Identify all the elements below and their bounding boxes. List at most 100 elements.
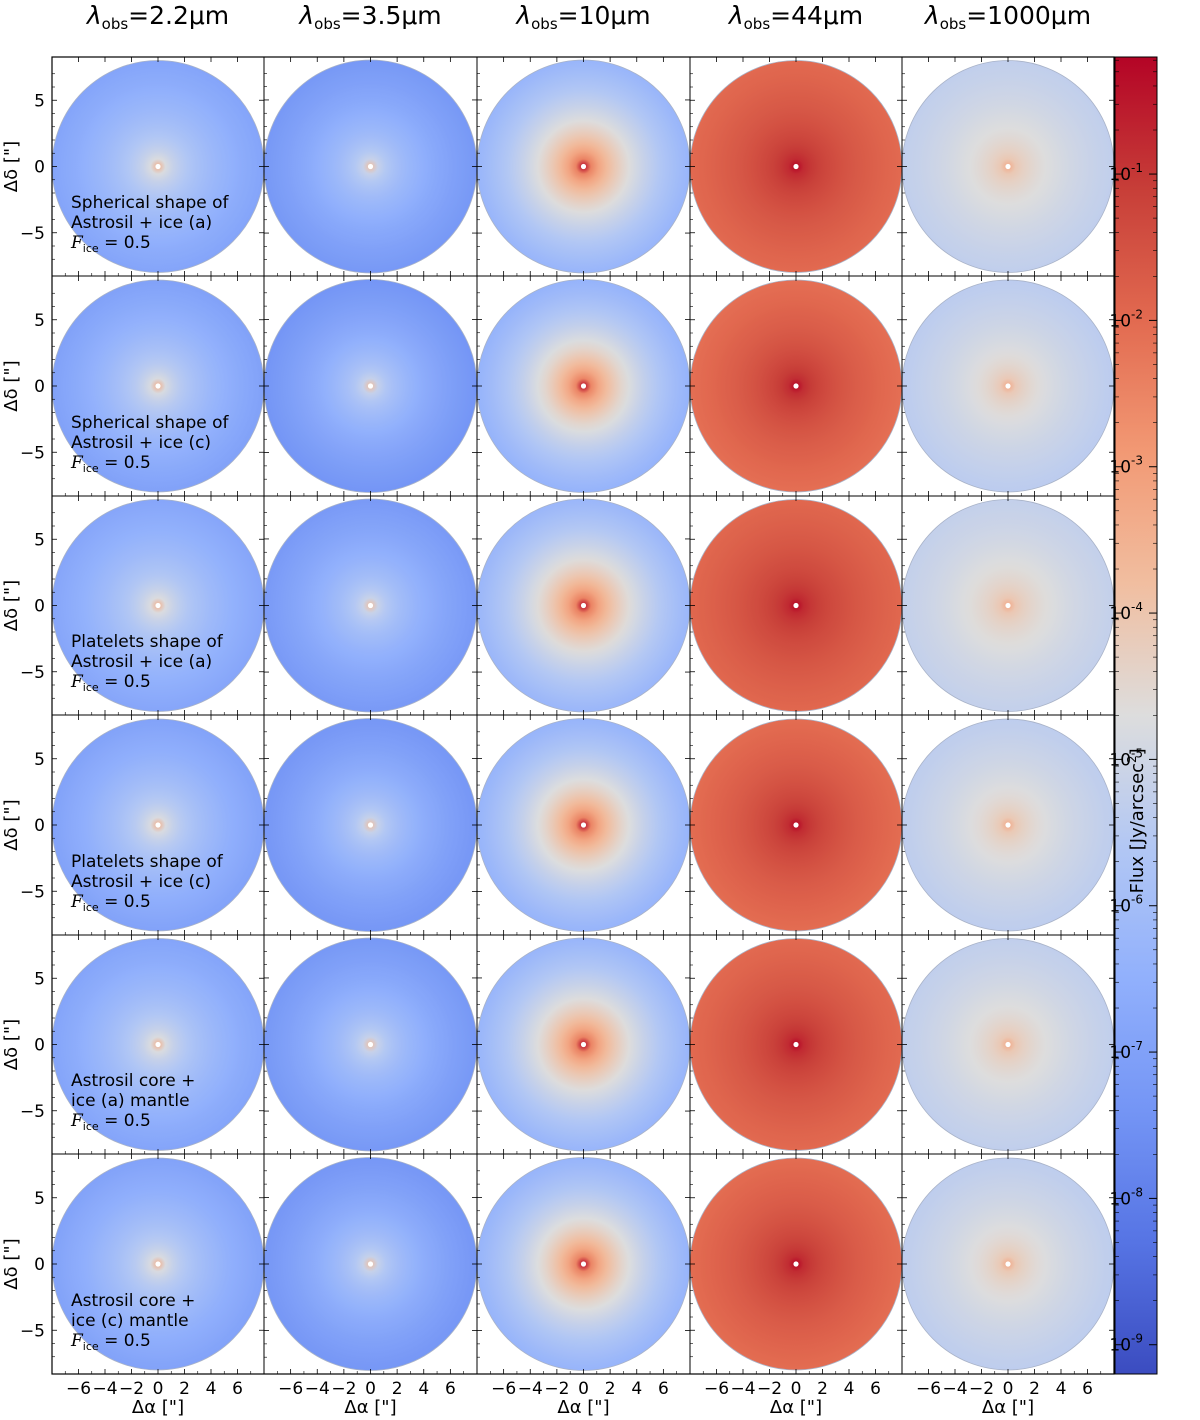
x-tick-label: −2 <box>331 1379 356 1399</box>
colorbar-tick-label: 10-7 <box>1109 1039 1143 1063</box>
x-axis-title: Δα ["] <box>344 1397 396 1418</box>
y-tick-label: −5 <box>20 224 45 244</box>
panel-ticks <box>52 57 264 276</box>
flux-map-panel <box>689 275 903 497</box>
flux-map-panel <box>476 275 691 497</box>
panel-annotation-line: Astrosil + ice (c) <box>71 433 211 453</box>
panel-ticks <box>902 935 1114 1154</box>
colorbar-tick-label: 10-4 <box>1109 600 1143 624</box>
colorbar-tick-label: 10-8 <box>1109 1185 1143 1209</box>
y-axis-title: Δδ ["] <box>1 360 22 411</box>
flux-map-panel <box>901 714 1115 936</box>
panel-annotation-line: Spherical shape of <box>71 193 230 213</box>
panel-annotation-line: Astrosil + ice (a) <box>71 652 212 672</box>
flux-map-panel <box>901 275 1115 497</box>
central-star-marker <box>367 822 374 828</box>
colorbar-tick-label: 10-1 <box>1109 161 1143 185</box>
column-titles: λobs=2.2μm λobs=3.5μm λobs=10μm λobs=44μm λo… <box>85 1 1091 33</box>
central-star-marker <box>793 163 799 170</box>
x-axis-title: Δα ["] <box>770 1397 822 1418</box>
x-tick-label: −2 <box>969 1379 994 1399</box>
x-tick-label: 6 <box>445 1379 456 1399</box>
x-axis-title: Δα ["] <box>982 1397 1034 1418</box>
column-title: λobs=44μm <box>727 1 863 33</box>
y-tick-label: −5 <box>20 443 45 463</box>
x-tick-label: 4 <box>206 1379 217 1399</box>
x-tick-label: 2 <box>605 1379 616 1399</box>
flux-map-panel <box>476 934 691 1155</box>
flux-map-panel <box>689 714 903 936</box>
panel-ticks <box>477 57 690 276</box>
x-tick-label: −2 <box>757 1379 782 1399</box>
panel-annotation-line: Astrosil + ice (a) <box>71 213 212 233</box>
x-tick-label: 4 <box>631 1379 642 1399</box>
flux-map-panel <box>263 934 478 1155</box>
x-tick-label: 4 <box>844 1379 855 1399</box>
y-tick-label: 5 <box>34 750 45 770</box>
central-star-marker <box>580 1041 587 1048</box>
central-star-marker <box>1005 822 1011 828</box>
x-tick-label: 0 <box>791 1379 802 1399</box>
y-tick-label: −5 <box>20 1102 45 1122</box>
x-axis-title: Δα ["] <box>557 1397 609 1418</box>
y-tick-label: 5 <box>34 311 45 331</box>
y-axis-title: Δδ ["] <box>1 580 22 631</box>
y-axis-title: Δδ ["] <box>1 141 22 192</box>
x-tick-label: 6 <box>1082 1379 1093 1399</box>
x-tick-label: 6 <box>232 1379 243 1399</box>
flux-map-panel <box>476 56 691 277</box>
x-tick-label: 6 <box>870 1379 881 1399</box>
x-tick-label: −4 <box>305 1379 330 1399</box>
central-star-marker <box>367 163 374 170</box>
y-tick-label: 5 <box>34 530 45 550</box>
fice-label: Fice = 0.5 <box>70 233 151 255</box>
central-star-marker <box>155 1041 161 1048</box>
panel-ticks <box>477 276 690 496</box>
central-star-marker <box>793 602 799 609</box>
flux-map-panel <box>263 714 478 936</box>
flux-map-panel <box>901 56 1115 277</box>
column-title: λobs=3.5μm <box>297 1 441 33</box>
panel-annotation-line: Astrosil core + <box>71 1071 195 1091</box>
panel-ticks <box>264 496 477 715</box>
fice-label: Fice = 0.5 <box>70 1111 151 1133</box>
central-star-marker <box>793 822 799 828</box>
x-tick-label: −2 <box>119 1379 144 1399</box>
y-tick-label: 0 <box>34 816 45 836</box>
panel-annotation-line: Platelets shape of <box>71 632 224 652</box>
panel-annotation-line: Spherical shape of <box>71 413 230 433</box>
flux-map-panel <box>263 495 478 716</box>
y-tick-label: 5 <box>34 969 45 989</box>
y-axis-title: Δδ ["] <box>1 799 22 850</box>
flux-map-panel <box>901 1153 1115 1375</box>
x-tick-label: 0 <box>153 1379 164 1399</box>
x-tick-label: 0 <box>578 1379 589 1399</box>
flux-map-panel <box>476 495 691 716</box>
panel-annotation-line: ice (a) mantle <box>71 1091 190 1111</box>
central-star-marker <box>367 383 374 389</box>
x-tick-label: 6 <box>658 1379 669 1399</box>
panel-ticks <box>690 935 902 1154</box>
y-tick-label: 0 <box>34 597 45 617</box>
central-star-marker <box>367 1041 374 1048</box>
y-tick-label: 0 <box>34 377 45 397</box>
central-star-marker <box>793 1041 799 1048</box>
central-star-marker <box>155 822 161 828</box>
central-star-marker <box>580 163 587 170</box>
fice-label: Fice = 0.5 <box>70 453 151 475</box>
panel-ticks <box>477 935 690 1154</box>
x-tick-label: 4 <box>1056 1379 1067 1399</box>
y-tick-label: 0 <box>34 158 45 178</box>
colorbar-tick-label: 10-9 <box>1109 1332 1143 1356</box>
central-star-marker <box>155 602 161 609</box>
flux-map-panel <box>901 495 1115 716</box>
central-star-marker <box>1005 1041 1011 1048</box>
colorbar-tick-label: 10-5 <box>1109 746 1143 770</box>
colorbar-tick-label: 10-3 <box>1109 454 1143 478</box>
